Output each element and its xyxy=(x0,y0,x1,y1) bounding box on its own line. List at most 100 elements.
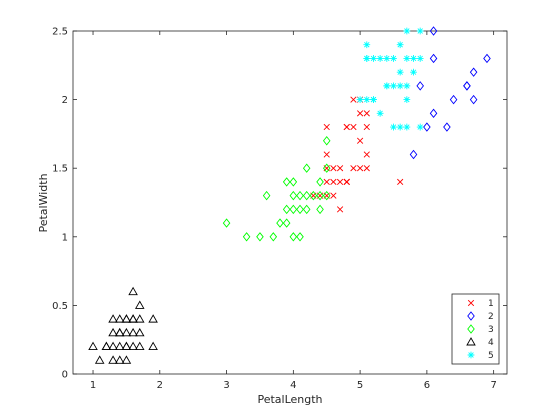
data-point xyxy=(296,204,304,215)
data-point xyxy=(302,163,311,173)
data-point xyxy=(134,327,145,337)
data-point xyxy=(483,53,491,64)
data-point xyxy=(330,192,337,199)
data-point xyxy=(128,341,138,351)
data-point xyxy=(350,123,357,131)
data-point xyxy=(363,123,370,131)
y-axis-title: PetalWidth xyxy=(37,173,50,232)
data-point xyxy=(108,355,118,364)
data-point xyxy=(330,165,337,172)
y-tick-label: 0.5 xyxy=(52,301,68,312)
data-points xyxy=(88,26,491,364)
data-point xyxy=(222,218,231,228)
data-point xyxy=(128,314,138,323)
data-point xyxy=(429,53,438,64)
data-point xyxy=(316,204,324,215)
data-point xyxy=(370,96,377,103)
series-4 xyxy=(88,286,158,364)
data-point xyxy=(316,177,324,187)
data-point xyxy=(256,232,264,242)
data-point xyxy=(121,327,132,337)
data-point xyxy=(88,341,98,351)
data-point xyxy=(463,81,471,91)
data-point xyxy=(356,165,364,172)
series-3 xyxy=(222,136,331,242)
data-point xyxy=(396,41,404,49)
data-point xyxy=(350,165,357,172)
data-point xyxy=(356,137,364,144)
data-point xyxy=(370,55,377,62)
data-point xyxy=(289,190,298,201)
data-point xyxy=(242,232,251,242)
data-point xyxy=(390,55,397,62)
data-point xyxy=(396,68,404,76)
data-point xyxy=(296,190,304,201)
data-point xyxy=(363,55,371,62)
data-point xyxy=(443,122,451,132)
legend-marker xyxy=(466,337,476,346)
data-point xyxy=(114,327,125,337)
data-point xyxy=(114,314,125,323)
series-2 xyxy=(409,26,491,160)
data-point xyxy=(134,314,145,323)
data-point xyxy=(363,165,370,172)
data-point xyxy=(403,55,411,62)
data-point xyxy=(101,341,112,351)
data-point xyxy=(121,314,132,323)
data-point xyxy=(269,232,278,242)
data-point xyxy=(128,286,138,296)
data-point xyxy=(390,123,397,131)
data-point xyxy=(323,151,330,158)
data-point xyxy=(356,110,364,117)
data-point xyxy=(416,123,424,131)
data-point xyxy=(423,122,431,132)
data-point xyxy=(114,341,125,351)
data-point xyxy=(309,190,318,201)
data-point xyxy=(336,165,344,172)
data-point xyxy=(410,68,417,76)
data-point xyxy=(363,41,371,49)
data-point xyxy=(302,190,311,201)
data-point xyxy=(409,149,418,160)
data-point xyxy=(396,123,404,131)
data-point xyxy=(343,178,350,186)
data-point xyxy=(108,327,118,337)
legend-label: 3 xyxy=(488,325,494,335)
data-point xyxy=(396,82,404,90)
legend-label: 1 xyxy=(488,299,494,309)
data-point xyxy=(134,300,145,309)
data-point xyxy=(403,82,411,90)
data-point xyxy=(316,190,324,201)
y-tick-label: 0 xyxy=(62,370,68,381)
data-point xyxy=(383,55,391,62)
data-point xyxy=(390,82,397,90)
data-point xyxy=(282,218,291,228)
data-point xyxy=(322,190,331,201)
data-point xyxy=(134,341,145,351)
legend-box xyxy=(451,293,500,365)
data-point xyxy=(376,55,384,62)
data-point xyxy=(469,94,478,105)
x-tick-label: 7 xyxy=(490,380,496,391)
data-point xyxy=(410,55,417,62)
data-point xyxy=(121,341,132,351)
data-point xyxy=(350,96,357,103)
axis-ticks: 1 2 3 4 5 6 7 0 0.5 1 1.5 2 2.5 xyxy=(52,27,507,391)
data-point xyxy=(397,178,404,186)
legend-label: 5 xyxy=(488,351,494,361)
data-point xyxy=(469,67,478,77)
legend-marker xyxy=(467,351,475,359)
data-point xyxy=(376,109,384,117)
data-point xyxy=(449,94,458,105)
data-point xyxy=(363,110,370,117)
data-point xyxy=(148,341,158,351)
data-point xyxy=(289,204,298,215)
data-point xyxy=(114,355,125,364)
legend-marker xyxy=(467,299,475,307)
series-5 xyxy=(356,27,424,131)
data-point xyxy=(323,123,330,131)
data-point xyxy=(403,96,411,103)
data-point xyxy=(282,204,291,215)
data-point xyxy=(282,177,291,187)
